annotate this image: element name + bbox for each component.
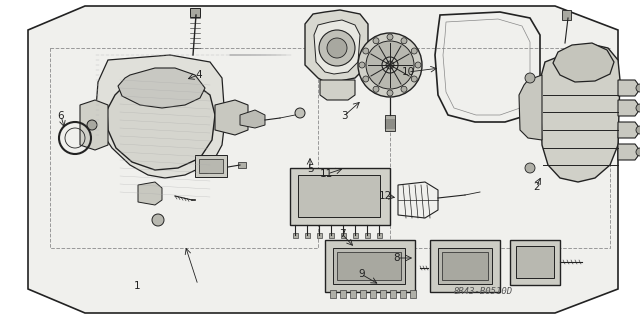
Circle shape	[525, 163, 535, 173]
Circle shape	[636, 126, 640, 134]
Circle shape	[636, 104, 640, 112]
Polygon shape	[430, 240, 500, 292]
Bar	[238, 162, 246, 168]
Circle shape	[401, 86, 407, 92]
Circle shape	[401, 38, 407, 44]
Bar	[50, 48, 318, 248]
Circle shape	[386, 61, 394, 69]
Text: 8R43-B0510D: 8R43-B0510D	[454, 287, 513, 296]
Bar	[365, 233, 370, 238]
Bar	[350, 290, 356, 298]
Circle shape	[412, 48, 417, 54]
Polygon shape	[314, 20, 360, 74]
Bar	[390, 48, 610, 248]
Circle shape	[373, 38, 379, 44]
Text: 7: 7	[339, 229, 346, 240]
Polygon shape	[510, 240, 560, 285]
Polygon shape	[240, 110, 265, 128]
Bar	[330, 290, 336, 298]
Polygon shape	[540, 44, 620, 182]
Text: 3: 3	[341, 111, 348, 122]
Bar	[329, 233, 334, 238]
Text: 5: 5	[307, 164, 314, 174]
Text: 6: 6	[58, 111, 64, 122]
Bar	[442, 252, 488, 280]
Polygon shape	[519, 75, 542, 140]
Bar	[410, 290, 416, 298]
Polygon shape	[553, 43, 614, 82]
Polygon shape	[28, 6, 618, 313]
Bar	[293, 233, 298, 238]
Text: 11: 11	[320, 169, 333, 179]
Polygon shape	[107, 75, 215, 170]
Circle shape	[359, 62, 365, 68]
Circle shape	[525, 73, 535, 83]
Bar	[385, 115, 395, 131]
Circle shape	[373, 86, 379, 92]
Polygon shape	[305, 10, 368, 82]
Bar	[562, 10, 571, 20]
Bar	[370, 290, 376, 298]
Bar	[199, 159, 223, 173]
Circle shape	[358, 33, 422, 97]
Bar	[438, 248, 492, 284]
Text: 10: 10	[402, 67, 415, 77]
Polygon shape	[80, 100, 108, 150]
Circle shape	[415, 62, 421, 68]
Bar	[377, 233, 382, 238]
Bar	[516, 246, 554, 278]
Bar	[195, 155, 227, 177]
Bar	[400, 290, 406, 298]
Circle shape	[319, 30, 355, 66]
Text: 12: 12	[380, 191, 392, 201]
Circle shape	[387, 90, 393, 96]
Circle shape	[363, 76, 369, 82]
Circle shape	[636, 84, 640, 92]
Polygon shape	[618, 122, 638, 138]
Text: 2: 2	[533, 182, 540, 192]
Circle shape	[636, 148, 640, 156]
Circle shape	[327, 38, 347, 58]
Polygon shape	[320, 80, 355, 100]
Circle shape	[295, 108, 305, 118]
Bar	[341, 233, 346, 238]
Bar	[298, 175, 380, 217]
Circle shape	[366, 41, 414, 89]
Circle shape	[152, 214, 164, 226]
Bar	[305, 233, 310, 238]
Polygon shape	[215, 100, 248, 135]
Polygon shape	[325, 240, 415, 292]
Bar	[190, 8, 200, 17]
Bar	[317, 233, 322, 238]
Bar	[360, 290, 366, 298]
Polygon shape	[96, 55, 225, 178]
Circle shape	[87, 120, 97, 130]
Circle shape	[412, 76, 417, 82]
Circle shape	[387, 34, 393, 40]
Polygon shape	[618, 80, 638, 96]
Bar	[380, 290, 386, 298]
Polygon shape	[138, 182, 162, 205]
Text: 4: 4	[195, 70, 202, 80]
Polygon shape	[290, 168, 390, 225]
Bar	[333, 248, 405, 284]
Bar	[353, 233, 358, 238]
Text: 8: 8	[394, 253, 400, 263]
Circle shape	[382, 57, 398, 73]
Polygon shape	[118, 68, 205, 108]
Bar	[340, 290, 346, 298]
Polygon shape	[618, 100, 638, 116]
Circle shape	[363, 48, 369, 54]
Text: 1: 1	[134, 280, 141, 291]
Text: 9: 9	[358, 269, 365, 279]
Bar	[337, 252, 401, 280]
Polygon shape	[618, 144, 638, 160]
Bar	[390, 290, 396, 298]
